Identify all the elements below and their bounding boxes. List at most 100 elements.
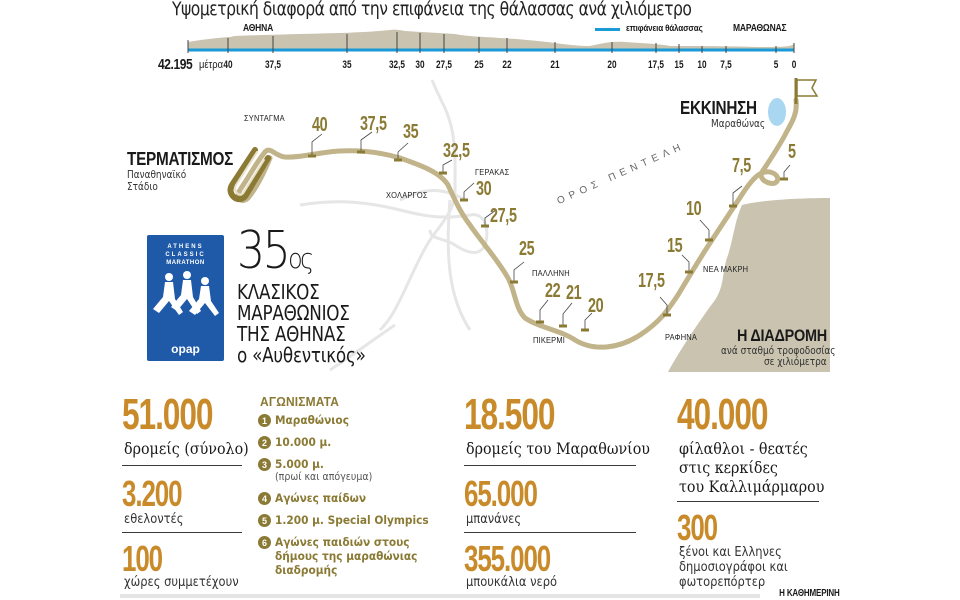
edition-title: ΚΛΑΣΙΚΟΣ ΜΑΡΑΘΩΝΙΟΣ ΤΗΣ ΑΘΗΝΑΣ ο «Αυθεντ… bbox=[237, 282, 366, 366]
event-label: Μαραθώνιος bbox=[275, 413, 349, 427]
event-label: Αγώνες παίδων bbox=[275, 491, 367, 505]
coastal-land-area bbox=[668, 198, 830, 372]
event-number-badge: 6 bbox=[258, 536, 271, 549]
edition-line-4: ο «Αυθεντικός» bbox=[237, 343, 366, 367]
km-marker-7-5: 7,5 bbox=[732, 155, 751, 177]
place-nea-makri: ΝΕΑ ΜΑΚΡΗ bbox=[703, 264, 749, 274]
stat-water-bottles-value: 355.000 bbox=[464, 538, 551, 579]
place-pikermi: ΠΙΚΕΡΜΙ bbox=[533, 335, 565, 345]
place-rafina: ΡΑΦΗΝΑ bbox=[665, 332, 698, 342]
stat-journalists-value: 300 bbox=[677, 507, 718, 548]
logo-text-classic: CLASSIC bbox=[165, 252, 206, 258]
edition-line-2: ΜΑΡΑΘΩΝΙΟΣ bbox=[237, 301, 350, 325]
km-marker-40: 40 bbox=[312, 114, 328, 136]
km-marker-20: 20 bbox=[588, 295, 604, 317]
event-item: 4 Αγώνες παίδων bbox=[258, 491, 448, 513]
profile-title: Υψομετρική διαφορά από την επιφάνεια της… bbox=[172, 0, 692, 20]
km-marker-30: 30 bbox=[476, 178, 492, 200]
km-marker-35: 35 bbox=[403, 121, 419, 143]
place-cholargos: ΧΟΛΑΡΓΟΣ bbox=[386, 190, 428, 200]
profile-tick: 35 bbox=[342, 59, 352, 71]
divider bbox=[464, 532, 636, 533]
profile-tick: 15 bbox=[674, 59, 684, 71]
place-gerakas: ΓΕΡΑΚΑΣ bbox=[475, 167, 510, 177]
stat-volunteers-label: εθελοντές bbox=[124, 511, 184, 527]
profile-tick: 32,5 bbox=[388, 59, 406, 71]
profile-tick: 37,5 bbox=[264, 59, 282, 71]
route-map bbox=[227, 78, 830, 372]
event-label: 1.200 μ. Special Olympics bbox=[275, 513, 429, 527]
opap-brand: opap bbox=[171, 342, 200, 356]
stat-countries-label: χώρες συμμετέχουν bbox=[124, 574, 239, 590]
publisher-credit: Η ΚΑΘΗΜΕΡΙΝΗ bbox=[779, 588, 840, 599]
event-item: 3 5.000 μ. (πρωί και απόγευμα) bbox=[258, 457, 448, 491]
stat-bananas-label: μπανάνες bbox=[466, 511, 522, 527]
profile-tick: 17,5 bbox=[647, 59, 665, 71]
stat-water-bottles-label: μπουκάλια νερό bbox=[466, 574, 558, 590]
edition-ordinal-suffix: ος bbox=[288, 242, 314, 275]
event-sublabel: (πρωί και απόγευμα) bbox=[275, 471, 373, 483]
stat-bananas-value: 65.000 bbox=[464, 473, 538, 514]
km-marker-37-5: 37,5 bbox=[360, 113, 387, 135]
runners-icon bbox=[153, 271, 219, 316]
profile-tick: 27,5 bbox=[435, 59, 453, 71]
bottom-divider bbox=[120, 594, 760, 598]
km-marker-17-5: 17,5 bbox=[638, 270, 665, 292]
logo-text-athens: ATHENS bbox=[167, 244, 204, 250]
divider bbox=[122, 465, 242, 466]
event-number-badge: 1 bbox=[258, 414, 271, 427]
profile-start-label: ΑΘΗΝΑ bbox=[243, 23, 274, 34]
stat-marathon-runners-value: 18.500 bbox=[464, 390, 555, 439]
event-item: 6 Αγώνες παιδιών στους δήμους της μαραθώ… bbox=[258, 535, 448, 577]
stat-marathon-runners-label: δρομείς του Μαραθωνίου bbox=[466, 440, 650, 458]
profile-tick: 7,5 bbox=[720, 59, 732, 71]
total-distance-unit: μέτρα bbox=[199, 59, 223, 71]
km-marker-10: 10 bbox=[686, 198, 702, 220]
event-item: 2 10.000 μ. bbox=[258, 435, 448, 457]
athens-classic-marathon-logo: ATHENS CLASSIC MARATHON opap bbox=[147, 235, 224, 361]
stat-total-runners-value: 51.000 bbox=[122, 390, 213, 439]
finish-subtitle-1: Παναθηναϊκό bbox=[127, 169, 187, 181]
profile-tick: 22 bbox=[502, 59, 512, 71]
marathon-lake bbox=[768, 98, 786, 126]
route-subtitle-2: σε χιλιόμετρα bbox=[764, 356, 827, 368]
stat-journalists-label-2: δημοσιογράφοι και bbox=[679, 559, 788, 575]
profile-tick: 20 bbox=[607, 59, 617, 71]
sea-level-legend-swatch bbox=[595, 28, 620, 31]
divider bbox=[464, 465, 636, 466]
profile-tick: 40 bbox=[223, 59, 233, 71]
total-distance: 42.195 bbox=[158, 56, 193, 73]
edition-line-1: ΚΛΑΣΙΚΟΣ bbox=[237, 280, 320, 304]
stat-journalists-label-3: φωτορεπόρτερ bbox=[679, 574, 766, 590]
profile-tick: 5 bbox=[773, 59, 779, 71]
event-label-line-2: δήμους της μαραθώνιας bbox=[275, 549, 418, 563]
stat-spectators-label-2: στις κερκίδες bbox=[679, 459, 778, 477]
km-marker-32-5: 32,5 bbox=[443, 140, 470, 162]
profile-tick: 10 bbox=[697, 59, 707, 71]
finish-title: ΤΕΡΜΑΤΙΣΜΟΣ bbox=[127, 149, 234, 169]
profile-tick: 0 bbox=[791, 59, 797, 71]
km-marker-15: 15 bbox=[667, 235, 683, 257]
sea-level-legend-label: επιφάνεια θάλασσας bbox=[626, 23, 703, 34]
profile-tick: 21 bbox=[550, 59, 560, 71]
event-number-badge: 2 bbox=[258, 436, 271, 449]
event-label: 5.000 μ. bbox=[275, 457, 324, 471]
km-marker-22: 22 bbox=[545, 280, 561, 302]
edition-number-value: 35 bbox=[237, 221, 291, 281]
place-pallini: ΠΑΛΛΗΝΗ bbox=[532, 268, 570, 278]
divider bbox=[677, 501, 819, 502]
event-number-badge: 4 bbox=[258, 492, 271, 505]
events-title: ΑΓΩΝΙΣΜΑΤΑ bbox=[260, 394, 340, 409]
stat-volunteers-value: 3.200 bbox=[122, 473, 183, 514]
profile-tick: 30 bbox=[415, 59, 425, 71]
event-label-line-3: διαδρομής bbox=[275, 563, 338, 577]
profile-end-label: ΜΑΡΑΘΩΝΑΣ bbox=[733, 23, 787, 34]
event-label: 10.000 μ. bbox=[275, 435, 332, 449]
start-title: ΕΚΚΙΝΗΣΗ bbox=[680, 98, 757, 118]
km-marker-5: 5 bbox=[788, 141, 796, 163]
km-marker-25: 25 bbox=[519, 238, 535, 260]
stat-total-runners-label: δρομείς (σύνολο) bbox=[124, 440, 249, 458]
event-item: 5 1.200 μ. Special Olympics bbox=[258, 513, 448, 535]
logo-text-marathon: MARATHON bbox=[166, 260, 205, 266]
route-subtitle-1: ανά σταθμό τροφοδοσίας bbox=[721, 345, 836, 357]
